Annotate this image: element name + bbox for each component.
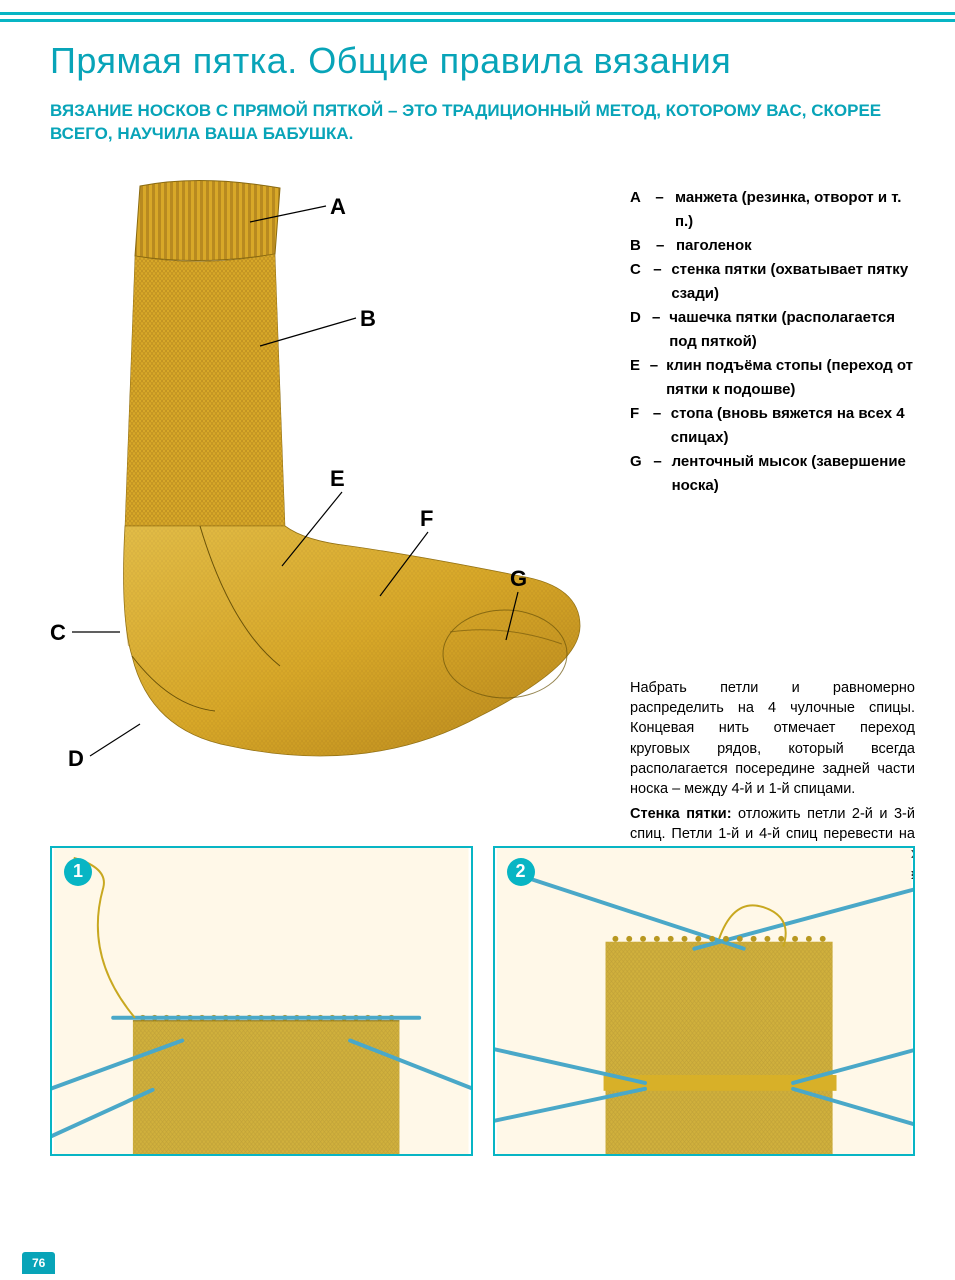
instruction-p1: Набрать петли и равномерно распределить … [630, 678, 915, 800]
diagram-row: ABCDEFG A–манжета (резинка, отворот и т.… [50, 176, 915, 816]
diagram-label-D: D [68, 746, 84, 772]
legend-row: E–клин подъёма стопы (переход от пятки к… [630, 354, 915, 402]
step-number-1: 1 [64, 858, 92, 886]
page-number: 76 [22, 1252, 55, 1274]
legend-text: клин подъёма стопы (переход от пятки к п… [666, 354, 915, 402]
legend-dash: – [655, 186, 667, 234]
diagram-label-F: F [420, 506, 433, 532]
step-number-2: 2 [507, 858, 535, 886]
legend-dash: – [653, 450, 663, 498]
diagram-label-E: E [330, 466, 345, 492]
top-divider-2 [0, 19, 955, 22]
legend-key: A [630, 186, 647, 234]
legend-text: чашечка пятки (располагается под пяткой) [669, 306, 915, 354]
step-panel-2: 2 [493, 846, 916, 1156]
legend-key: F [630, 402, 645, 450]
legend-text: стенка пятки (охватывает пятку сзади) [671, 258, 915, 306]
legend-row: G–ленточный мысок (завершение носка) [630, 450, 915, 498]
legend-row: B–паголенок [630, 234, 915, 258]
sock-diagram: A B C D E F G [50, 176, 610, 816]
legend-dash: – [653, 402, 663, 450]
step-1-illustration [52, 848, 471, 1154]
legend-text: стопа (вновь вяжется на всех 4 спицах) [671, 402, 915, 450]
right-column: A–манжета (резинка, отворот и т. п.)B–па… [630, 176, 915, 816]
legend-dash: – [652, 306, 661, 354]
page-title: Прямая пятка. Общие правила вязания [50, 40, 915, 82]
step-panels: 1 2 [50, 846, 915, 1156]
legend-row: C–стенка пятки (охватывает пятку сзади) [630, 258, 915, 306]
legend-key: D [630, 306, 644, 354]
diagram-label-C: C [50, 620, 66, 646]
legend-dash: – [650, 354, 658, 402]
page-content: Прямая пятка. Общие правила вязания ВЯЗА… [50, 40, 915, 1156]
legend-row: D–чашечка пятки (располагается под пятко… [630, 306, 915, 354]
legend-dash: – [656, 234, 668, 258]
diagram-label-B: B [360, 306, 376, 332]
legend-key: C [630, 258, 645, 306]
legend-row: A–манжета (резинка, отворот и т. п.) [630, 186, 915, 234]
legend-key: G [630, 450, 645, 498]
legend-text: манжета (резинка, отворот и т. п.) [675, 186, 915, 234]
legend-list: A–манжета (резинка, отворот и т. п.)B–па… [630, 186, 915, 498]
sock-illustration [50, 176, 610, 816]
page-subtitle: ВЯЗАНИЕ НОСКОВ С ПРЯМОЙ ПЯТКОЙ – ЭТО ТРА… [50, 100, 915, 146]
legend-dash: – [653, 258, 663, 306]
legend-row: F–стопа (вновь вяжется на всех 4 спицах) [630, 402, 915, 450]
legend-text: паголенок [676, 234, 752, 258]
legend-key: B [630, 234, 648, 258]
legend-key: E [630, 354, 642, 402]
diagram-label-A: A [330, 194, 346, 220]
step-2-illustration [495, 848, 914, 1154]
diagram-label-G: G [510, 566, 527, 592]
top-divider-1 [0, 12, 955, 15]
legend-text: ленточный мысок (завершение носка) [672, 450, 915, 498]
instruction-p2-bold: Стенка пятки: [630, 806, 732, 822]
step-panel-1: 1 [50, 846, 473, 1156]
